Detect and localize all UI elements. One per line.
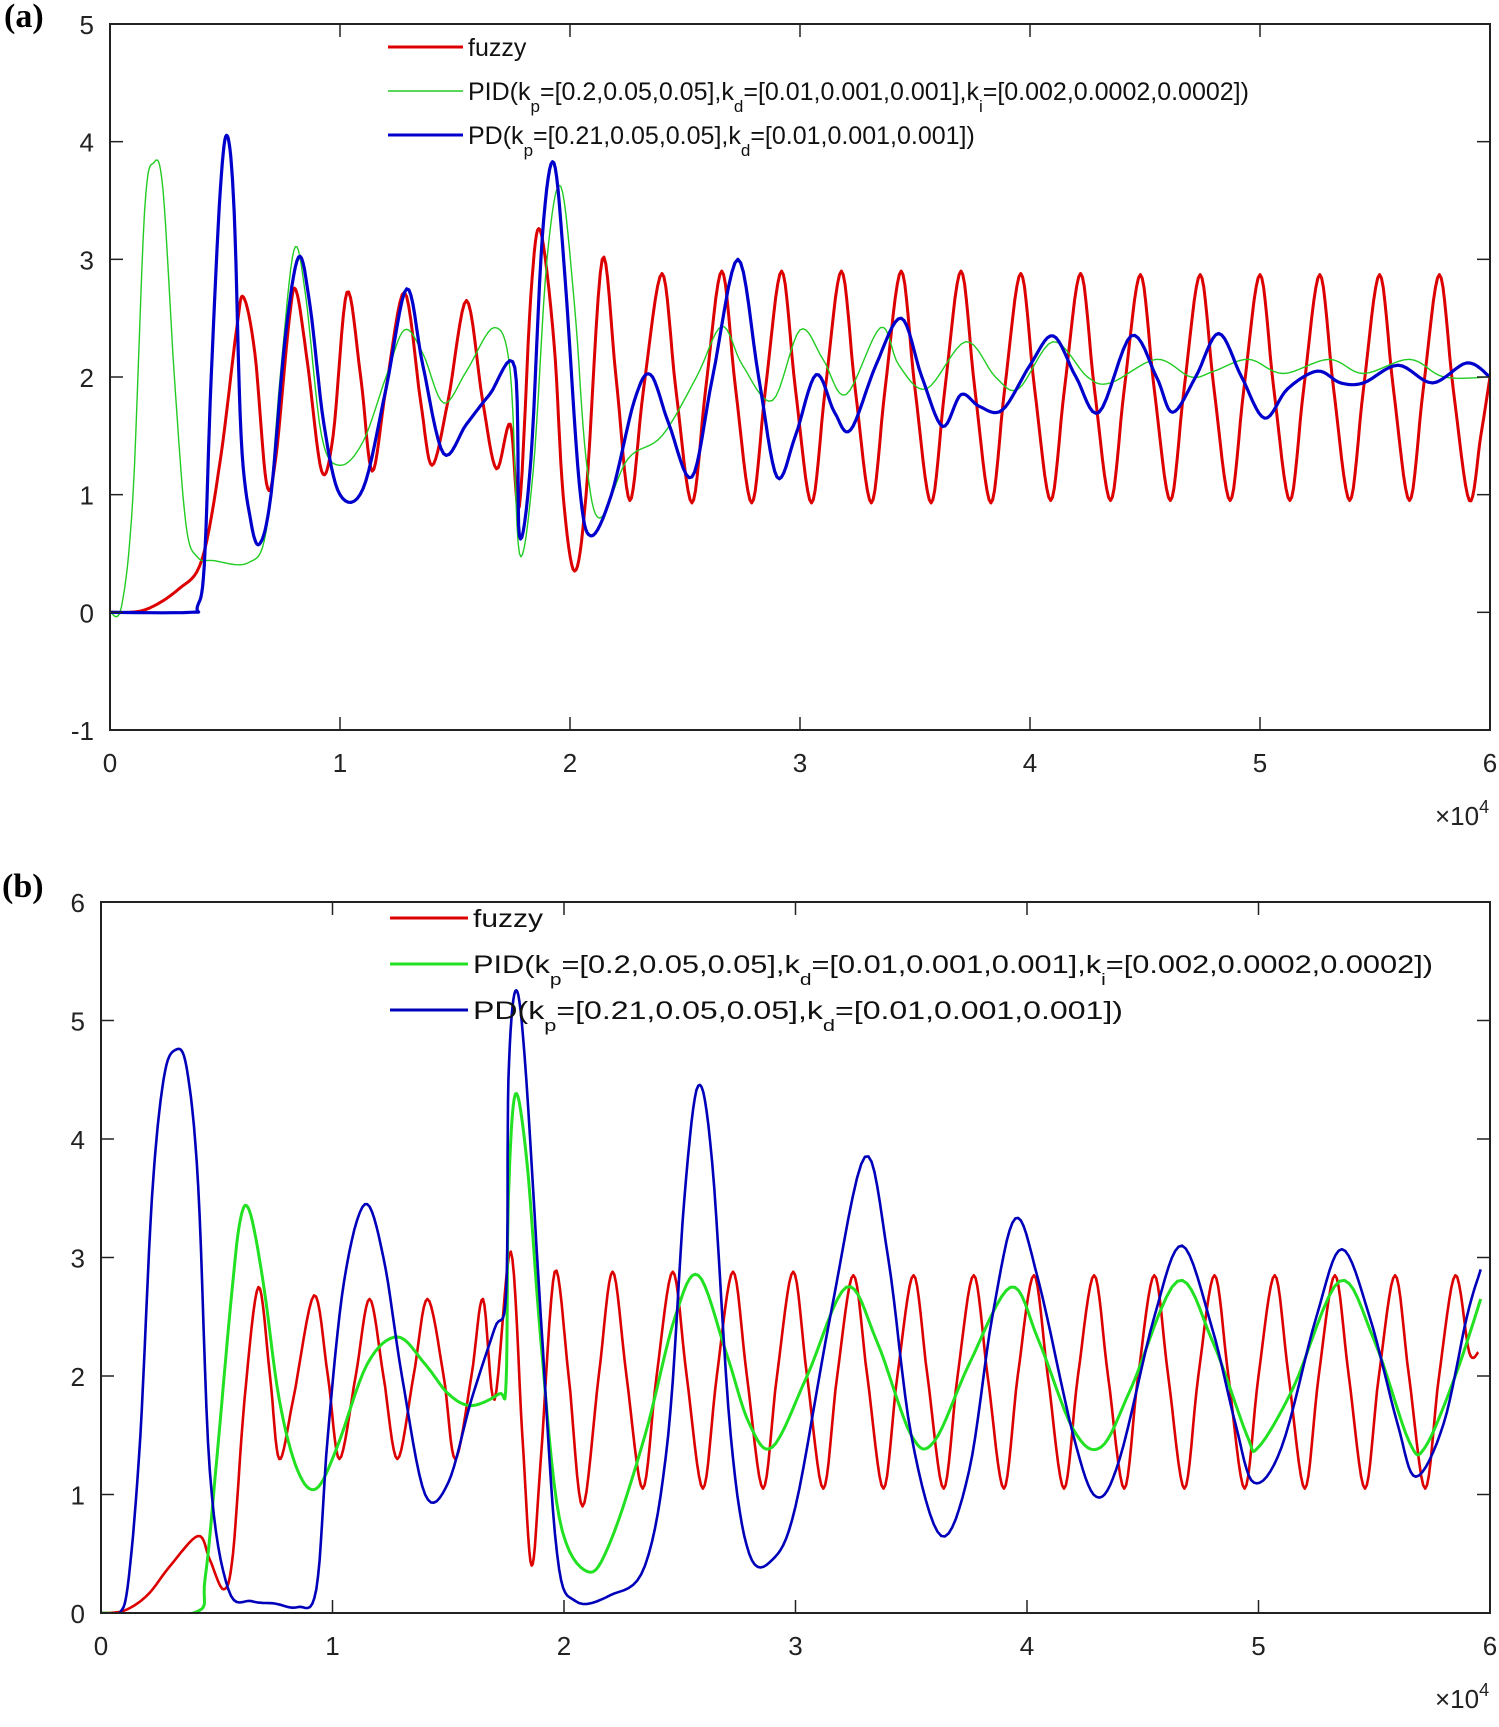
- x-tick-label: 6: [1483, 748, 1497, 778]
- x-tick-label: 1: [333, 748, 347, 778]
- x-tick-label: 2: [557, 1631, 571, 1661]
- y-tick-label: -1: [71, 716, 94, 746]
- series-line-pid: [110, 159, 1490, 618]
- legend-label-pid: PID(kp=[0.2,0.05,0.05],kd=[0.01,0.001,0.…: [473, 951, 1433, 989]
- x-tick-label: 1: [325, 1631, 339, 1661]
- legend-label-pid: PID(kp=[0.2,0.05,0.05],kd=[0.01,0.001,0.…: [468, 78, 1249, 116]
- plot-b: 0 1 2 3 4 5 6 0 1 2 3 4 5 6 ×104 fuzzy PID(kp=[0.2,0.05,…: [71, 888, 1498, 1714]
- x-tick-label: 6: [1483, 1631, 1497, 1661]
- x-tick-label: 0: [94, 1631, 108, 1661]
- series-line-pd: [110, 133, 1490, 615]
- x-tick-label: 4: [1023, 748, 1037, 778]
- y-tick-label: 4: [80, 128, 94, 158]
- y-tick-label: 1: [71, 1481, 85, 1511]
- x-tick-label: 0: [103, 748, 117, 778]
- y-tick-label: 4: [71, 1125, 85, 1155]
- x-tick-label: 5: [1253, 748, 1267, 778]
- legend-label-pd: PD(kp=[0.21,0.05,0.05],kd=[0.01,0.001,0.…: [468, 122, 975, 160]
- panel-a: (a) 0 1 2 3 4 5 6 -1 0 1 2 3 4 5 ×104 fuzzy PID(kp=[0.2,…: [0, 0, 1499, 860]
- legend-label-pd: PD(kp=[0.21,0.05,0.05],kd=[0.01,0.001,0.…: [473, 997, 1123, 1035]
- legend-label-fuzzy: fuzzy: [473, 905, 544, 933]
- series-group: [110, 133, 1490, 618]
- x-tick-label: 2: [563, 748, 577, 778]
- plot-a: 0 1 2 3 4 5 6 -1 0 1 2 3 4 5 ×104 fuzzy PID(kp=[0.2,0.05…: [71, 10, 1497, 831]
- series-line-fuzzy: [110, 227, 1490, 614]
- x-tick-label: 3: [788, 1631, 802, 1661]
- y-tick-label: 6: [71, 888, 85, 918]
- y-tick-label: 5: [80, 10, 94, 40]
- y-tick-label: 3: [71, 1244, 85, 1274]
- x-tick-label: 3: [793, 748, 807, 778]
- series-group: [101, 989, 1483, 1613]
- y-tick-label: 0: [80, 598, 94, 628]
- legend-label-fuzzy: fuzzy: [468, 34, 527, 62]
- x-exponent-label: ×104: [1435, 797, 1489, 831]
- x-tick-label: 5: [1251, 1631, 1265, 1661]
- y-tick-label: 2: [80, 363, 94, 393]
- x-tick-label: 4: [1020, 1631, 1034, 1661]
- y-tick-label: 1: [80, 481, 94, 511]
- panel-b: (b) 0 1 2 3 4 5 6 0 1 2 3 4 5 6 ×104 fuzzy PID(kp=[0.2,0…: [0, 860, 1499, 1727]
- series-line-pd: [101, 989, 1482, 1613]
- series-line-pid: [101, 1092, 1483, 1613]
- panel-a-label: (a): [4, 0, 44, 35]
- series-line-fuzzy: [101, 1250, 1480, 1613]
- y-tick-label: 2: [71, 1362, 85, 1392]
- y-tick-label: 5: [71, 1007, 85, 1037]
- panel-b-label: (b): [2, 868, 44, 905]
- y-tick-label: 0: [71, 1599, 85, 1629]
- x-exponent-label: ×104: [1435, 1680, 1489, 1714]
- y-tick-label: 3: [80, 245, 94, 275]
